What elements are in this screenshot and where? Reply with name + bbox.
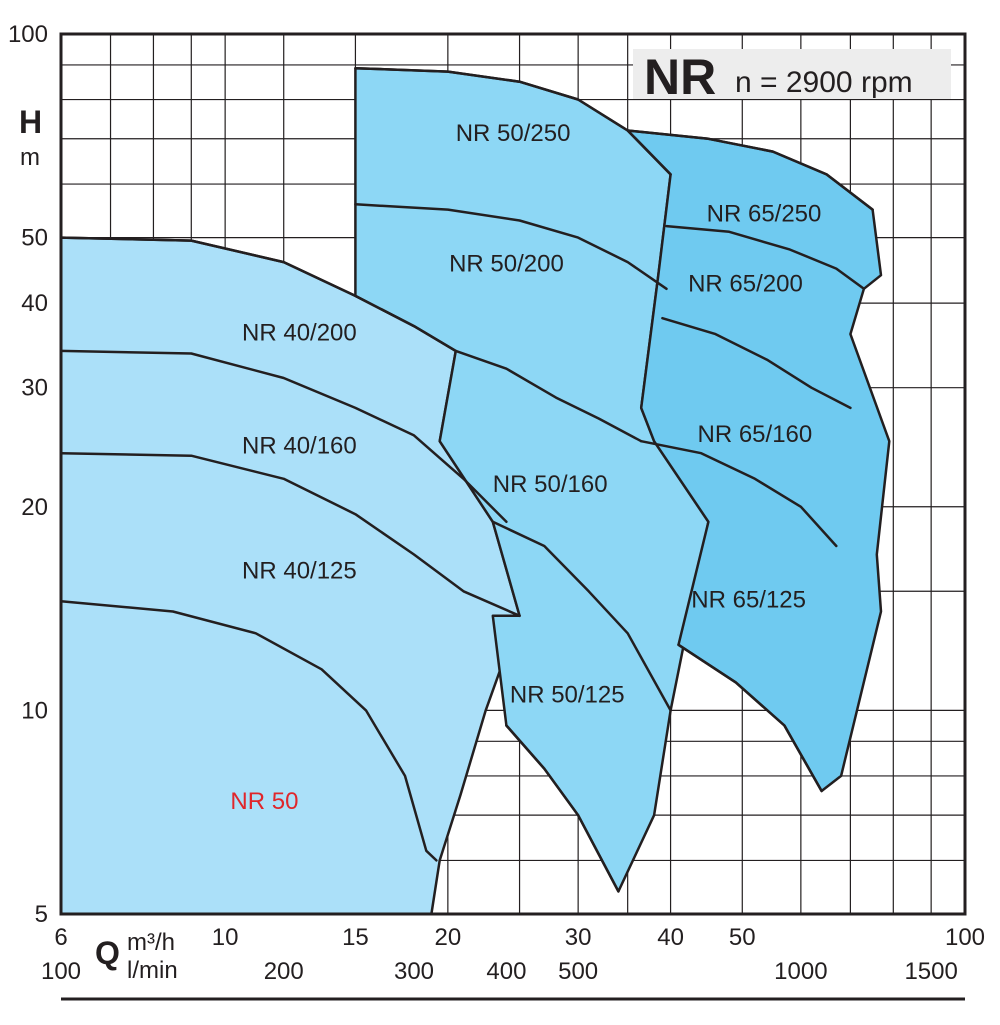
nr-65-curve-3	[661, 316, 852, 410]
x-tick-label: 20	[435, 924, 462, 951]
region-label-nr-50-250: NR 50/250	[456, 120, 571, 147]
region-label-nr-40-200: NR 40/200	[242, 319, 357, 346]
region-labels: NR 50/250 NR 65/250 NR 50/200 NR 65/200 NR 4…	[230, 120, 821, 815]
nr-50-curve-2	[354, 203, 668, 291]
region-label-nr-50-200: NR 50/200	[449, 251, 564, 278]
nr-65-curve-5	[677, 643, 823, 793]
region-label-nr-65-125: NR 65/125	[691, 587, 806, 614]
x-secondary-tick-label: 100	[41, 958, 81, 985]
nr-40-curve-3	[59, 451, 521, 618]
nr-40-curve-1	[59, 236, 458, 353]
y-tick-label: 20	[21, 494, 48, 521]
y-tick-label: 10	[21, 697, 48, 724]
region-label-nr-65-160: NR 65/160	[698, 421, 813, 448]
nr-40-curve-4	[59, 599, 438, 862]
region-label-nr-40-160: NR 40/160	[242, 433, 357, 460]
x-tick-label: 40	[657, 924, 684, 951]
nr-65-curve-2	[665, 224, 866, 291]
x-secondary-tick-label: 1500	[904, 958, 957, 985]
y-axis-unit: m	[20, 144, 40, 171]
chart-subtitle: n = 2900 rpm	[735, 66, 913, 99]
x-axis-unit-primary: m³/h	[127, 929, 175, 956]
y-tick-label: 100	[8, 21, 48, 48]
performance-areas	[59, 66, 891, 916]
nr-50-curve-5	[505, 724, 620, 893]
nr-65-curve-1	[626, 129, 874, 211]
title-box	[633, 49, 951, 99]
x-tick-label: 100	[945, 924, 985, 951]
x-tick-label: 6	[54, 924, 67, 951]
x-secondary-tick-label: 1000	[774, 958, 827, 985]
x-axis-symbol: Q	[95, 935, 120, 971]
x-secondary-tick-label: 300	[394, 958, 434, 985]
x-tick-label: 10	[212, 924, 239, 951]
x-axis-unit-secondary: l/min	[127, 957, 178, 984]
region-label-nr-65-200: NR 65/200	[688, 271, 803, 298]
x-secondary-tick-label: 200	[264, 958, 304, 985]
nr-50-curve-4	[491, 520, 672, 712]
chart-title: NR	[644, 49, 716, 105]
y-tick-label: 30	[21, 375, 48, 402]
x-secondary-tick-label: 500	[558, 958, 598, 985]
x-tick-label: 50	[729, 924, 756, 951]
y-axis-symbol: H	[19, 104, 42, 140]
y-tick-label: 40	[21, 290, 48, 317]
plot-frame	[59, 32, 967, 916]
y-tick-label: 5	[35, 901, 48, 928]
y-tick-label: 50	[21, 225, 48, 252]
axis-ticks: 5 10 20 30 40 50 100 6 10 15 20 30 40 50 100 100 200 300 4…	[8, 21, 985, 985]
nr-40-curve-2	[59, 349, 508, 524]
impeller-curves	[59, 66, 874, 893]
region-label-nr-65-250: NR 65/250	[707, 200, 822, 227]
region-label-nr-50-160: NR 50/160	[493, 471, 608, 498]
region-label-nr-50: NR 50	[230, 788, 298, 815]
nr-65-curve-4	[639, 439, 838, 548]
x-tick-label: 15	[342, 924, 369, 951]
region-label-nr-40-125: NR 40/125	[242, 558, 357, 585]
x-secondary-tick-label: 400	[486, 958, 526, 985]
region-label-nr-50-125: NR 50/125	[510, 681, 625, 708]
x-tick-label: 30	[565, 924, 592, 951]
nr-50-curve-1	[354, 66, 672, 176]
nr-50-curve-3	[454, 349, 643, 443]
